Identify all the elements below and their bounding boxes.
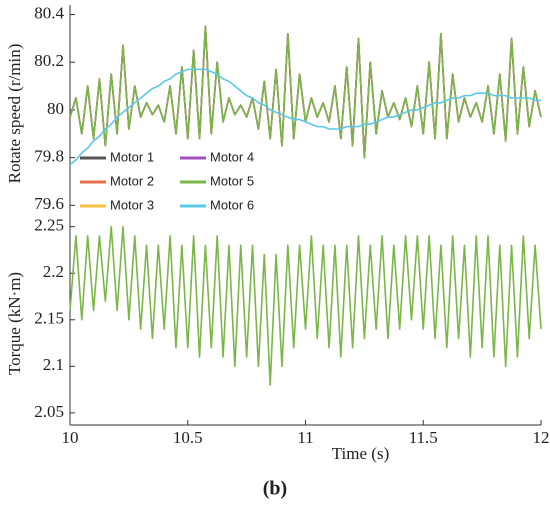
y-tick-label: 79.6	[34, 194, 64, 213]
y-tick-label: 80.4	[34, 3, 64, 22]
y-tick-label: 80.2	[34, 51, 64, 70]
series-line	[69, 25, 542, 159]
legend-label: Motor 1	[110, 149, 154, 164]
legend-label: Motor 3	[110, 197, 154, 212]
x-tick-label: 12	[533, 428, 550, 447]
series-line	[69, 25, 542, 159]
legend-label: Motor 2	[110, 173, 154, 188]
series-line	[69, 225, 542, 386]
y-tick-label: 2.15	[34, 309, 64, 328]
y-axis-label: Torque (kN·m)	[5, 272, 24, 375]
legend-label: Motor 5	[210, 173, 254, 188]
series-line	[69, 25, 542, 159]
y-tick-label: 79.8	[34, 147, 64, 166]
y-tick-label: 2.05	[34, 402, 64, 421]
x-tick-label: 11.5	[409, 428, 438, 447]
caption: (b)	[263, 478, 287, 500]
x-tick-label: 10.5	[173, 428, 203, 447]
legend-label: Motor 4	[210, 149, 254, 164]
x-tick-label: 10	[62, 428, 79, 447]
y-tick-label: 2.1	[43, 355, 64, 374]
x-tick-label: 11	[297, 428, 313, 447]
legend-label: Motor 6	[210, 197, 254, 212]
y-tick-label: 2.25	[34, 216, 64, 235]
y-tick-label: 80	[47, 99, 64, 118]
y-axis-label: Rotate speed (r/min)	[5, 44, 24, 184]
series-line	[69, 68, 541, 166]
series-line	[69, 25, 542, 159]
x-axis-label: Time (s)	[332, 444, 389, 463]
y-tick-label: 2.2	[43, 262, 64, 281]
series-line	[69, 25, 542, 159]
